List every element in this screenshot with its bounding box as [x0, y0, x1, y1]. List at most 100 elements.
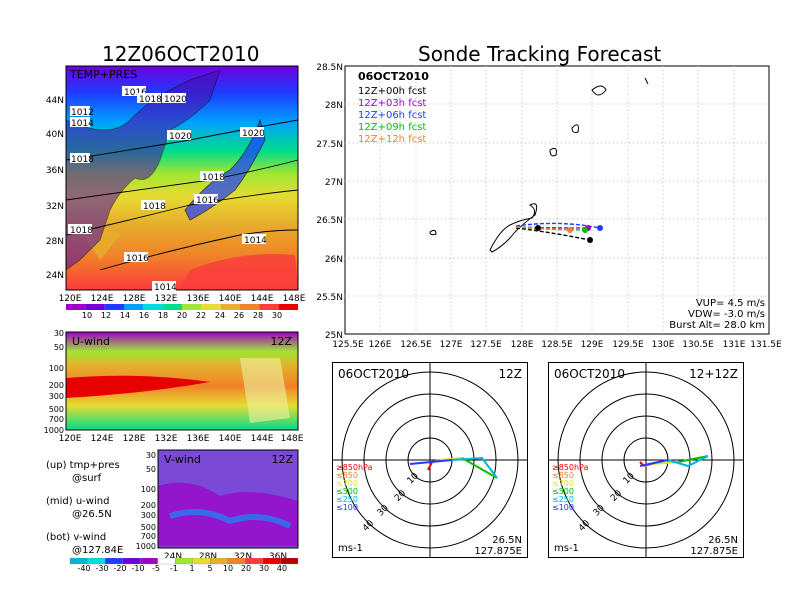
hodo-trace	[409, 456, 498, 479]
hodo-lat: 26.5N	[492, 535, 522, 546]
hodo-unit: ms-1	[554, 543, 579, 554]
level-legend: ≥850hPa ≤850 ≤700 ≤500 ≤250 ≤100	[552, 463, 589, 512]
lon-tick: 144E	[251, 294, 274, 304]
v-wind-frame	[157, 449, 299, 549]
lat-tick: 32N	[46, 202, 64, 212]
colorbar-label: -5	[152, 564, 160, 573]
colorbar-swatch	[182, 304, 202, 310]
wind-colorbar: -40 -30 -20 -10 -5 -1 1 5 10 20 30 40	[69, 558, 299, 573]
level-label: ≤500	[336, 487, 358, 496]
lon-tick: 128E	[123, 434, 146, 444]
lon-tick: 144E	[251, 434, 274, 444]
lat-tick: 32N	[234, 552, 252, 562]
lon-tick: 126E	[369, 340, 392, 350]
okinawa-main-island	[489, 203, 538, 253]
vup-value: VUP= 4.5 m/s	[696, 298, 765, 309]
v-wind-region	[158, 482, 298, 546]
lat-tick: 25.5N	[316, 293, 343, 303]
lat-tick: 28N	[325, 101, 343, 111]
endpoint-12h	[567, 227, 573, 233]
lat-tick: 28N	[199, 552, 217, 562]
lon-tick: 140E	[219, 294, 242, 304]
hodo-lat: 26.5N	[708, 535, 738, 546]
okinawa-islands	[429, 77, 649, 253]
colorbar-label: 12	[101, 311, 111, 320]
colorbar-label: 30	[272, 311, 282, 320]
colorbar-label: 24	[215, 311, 225, 320]
island	[571, 124, 579, 133]
p-tick: 300	[141, 511, 156, 520]
pressure-label: 1018	[139, 95, 162, 105]
hodograph-2: 10 20 30 40 06OCT2010 12+12Z ≥850hPa ≤85…	[548, 362, 744, 558]
hodo-date: 06OCT2010	[554, 367, 625, 381]
lat-tick: 36N	[269, 552, 287, 562]
level-label: ≤700	[552, 479, 574, 488]
lon-tick: 130E	[652, 340, 675, 350]
pressure-label: 1016	[126, 254, 149, 264]
v-wind-panel: V-wind 12Z 30 50 100 200 300 500 700 100…	[136, 449, 299, 562]
pressure-label: 1016	[124, 88, 147, 98]
p-tick: 100	[141, 485, 156, 494]
lat-tick: 24N	[164, 552, 182, 562]
lon-tick: 128.5E	[541, 340, 573, 350]
lat-ticks: 28.5N 28N 27.5N 27N 26.5N 26N 25.5N 25N	[316, 63, 343, 341]
island	[644, 77, 649, 85]
colorbar-label: 40	[277, 564, 287, 573]
temp-pres-panel: TEMP+PRES 1016 1018 1020 1020 1020 1012 …	[46, 65, 306, 320]
pressure-label: 1018	[71, 155, 94, 165]
lon-tick: 132E	[155, 294, 178, 304]
level-label: ≤250	[552, 495, 574, 504]
colorbar-label: 20	[241, 564, 251, 573]
lon-tick: 127.5E	[470, 340, 502, 350]
pressure-label: 1020	[242, 129, 265, 139]
track-endpoints	[535, 225, 603, 243]
p-tick: 200	[49, 381, 64, 390]
warm-region	[180, 254, 298, 290]
lon-tick: 148E	[283, 294, 306, 304]
colorbar-swatch	[201, 304, 221, 310]
lat-tick: 26N	[325, 255, 343, 265]
isobar	[65, 119, 299, 161]
lon-ticks: 120E 124E 128E 132E 136E 140E 144E 148E	[59, 294, 306, 304]
pressure-label: 1018	[70, 226, 93, 236]
track-map-panel: 06OCT2010 12Z+00h fcst 12Z+03h fcst 12Z+…	[316, 63, 782, 350]
asia-landmass	[65, 69, 221, 271]
endpoint-09h	[582, 227, 588, 233]
pressure-label: 1012	[71, 108, 94, 118]
track-12h	[515, 226, 571, 231]
colorbar-label: 10	[82, 311, 92, 320]
p-tick: 50	[146, 465, 156, 474]
legend-item: 12Z+06h fcst	[358, 110, 426, 121]
hodo-date: 06OCT2010	[338, 367, 409, 381]
p-tick: 30	[54, 329, 64, 338]
note-bot: (bot) v-wind	[46, 532, 107, 543]
level-label: ≤500	[552, 487, 574, 496]
level-label: ≥850hPa	[336, 463, 373, 472]
p-tick: 700	[49, 415, 64, 424]
hodo-rings	[332, 362, 528, 558]
colorbar-label: 28	[253, 311, 263, 320]
trace-500	[439, 457, 463, 461]
pressure-label: 1014	[71, 119, 94, 129]
trace-850	[427, 461, 433, 471]
colorbar-label: 16	[139, 311, 149, 320]
jet-core	[66, 375, 210, 398]
lat-tick: 44N	[46, 96, 64, 106]
colorbar-swatch	[259, 304, 279, 310]
note-up-level: @surf	[72, 473, 102, 484]
track-grid	[345, 66, 769, 334]
colorbar-label: 10	[223, 564, 233, 573]
vdw-value: VDW= -3.0 m/s	[688, 309, 765, 320]
level-label: ≥850hPa	[552, 463, 589, 472]
lon-tick: 124E	[91, 434, 114, 444]
left-title: 12Z06OCT2010	[102, 42, 260, 66]
u-wind-frame	[65, 331, 299, 431]
lat-tick: 36N	[46, 166, 64, 176]
track-06h	[515, 222, 601, 229]
colorbar-label: -1	[170, 564, 178, 573]
legend-item: 12Z+00h fcst	[358, 86, 426, 97]
lon-tick: 132E	[155, 434, 178, 444]
p-tick: 50	[54, 343, 64, 352]
colorbar-label: -10	[131, 564, 144, 573]
p-tick: 1000	[136, 542, 156, 551]
